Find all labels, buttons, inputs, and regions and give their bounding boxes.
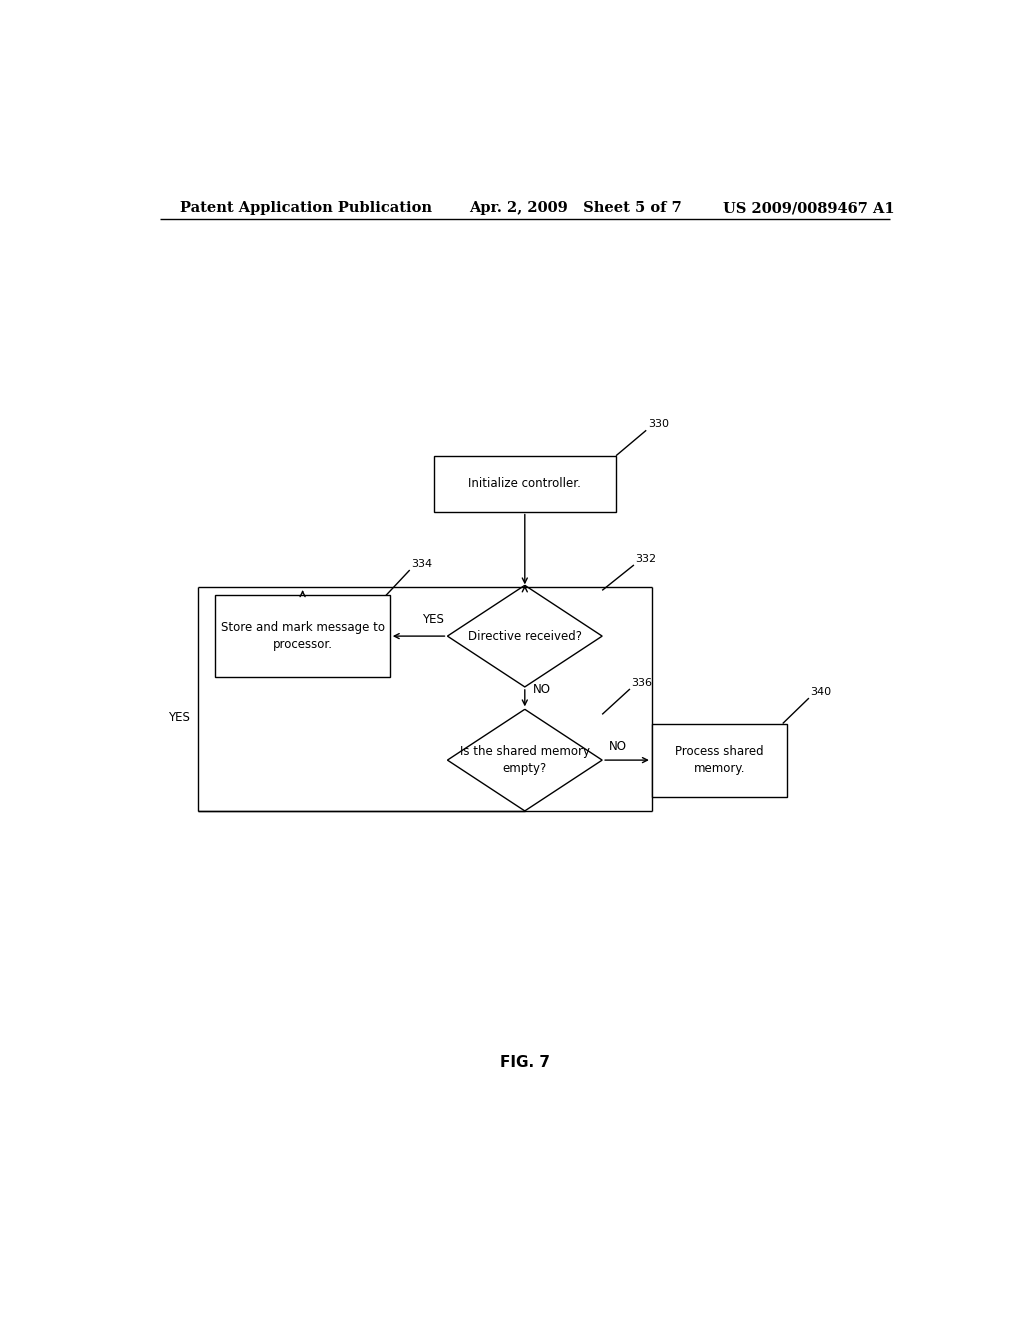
Text: Directive received?: Directive received? [468, 630, 582, 643]
Text: 334: 334 [412, 560, 432, 569]
Text: Apr. 2, 2009   Sheet 5 of 7: Apr. 2, 2009 Sheet 5 of 7 [469, 201, 682, 215]
Bar [215, 595, 390, 677]
Text: YES: YES [422, 612, 443, 626]
Text: NO: NO [608, 741, 627, 752]
Text: Store and mark message to
processor.: Store and mark message to processor. [220, 622, 385, 651]
Bar [652, 723, 786, 797]
Text: 332: 332 [636, 554, 656, 564]
Text: Is the shared memory
empty?: Is the shared memory empty? [460, 744, 590, 775]
Bar [433, 455, 616, 512]
Text: Initialize controller.: Initialize controller. [468, 477, 582, 490]
Text: YES: YES [168, 710, 189, 723]
Text: Patent Application Publication: Patent Application Publication [179, 201, 431, 215]
Text: 330: 330 [648, 420, 669, 429]
Text: Process shared
memory.: Process shared memory. [675, 744, 764, 775]
Text: 340: 340 [811, 688, 831, 697]
Text: NO: NO [532, 684, 551, 697]
Text: FIG. 7: FIG. 7 [500, 1056, 550, 1071]
Text: 336: 336 [632, 678, 652, 688]
Text: US 2009/0089467 A1: US 2009/0089467 A1 [723, 201, 895, 215]
